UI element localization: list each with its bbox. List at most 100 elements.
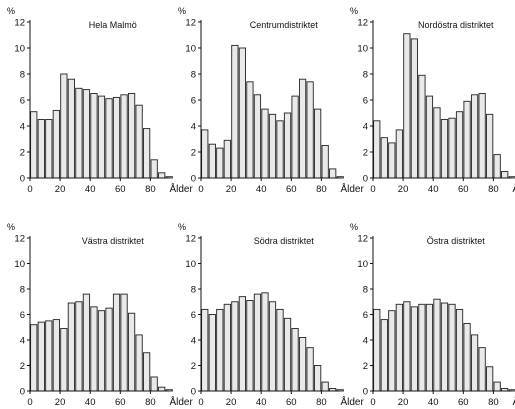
x-tick-label: 0: [370, 184, 375, 195]
y-tick-label: 8: [363, 70, 368, 81]
bar: [143, 128, 151, 179]
bar: [127, 312, 136, 392]
y-tick-label: 4: [363, 122, 368, 133]
x-tick-label: 20: [226, 397, 237, 408]
bar: [321, 145, 329, 179]
bar: [165, 176, 173, 179]
x-tick-label: 0: [198, 184, 203, 195]
x-tick-label: 40: [85, 397, 96, 408]
bar: [82, 293, 91, 392]
bar: [410, 38, 419, 179]
bar: [440, 119, 449, 179]
y-tick-label: 0: [20, 387, 25, 398]
bar: [238, 47, 246, 179]
x-tick-label: 20: [398, 184, 409, 195]
bar: [37, 119, 45, 179]
bar: [60, 73, 68, 179]
x-tick-label: 60: [115, 184, 126, 195]
bar: [143, 352, 151, 392]
x-tick-label: 80: [488, 397, 499, 408]
bar: [223, 139, 231, 179]
bar: [283, 317, 292, 392]
panel-title: Nordöstra distriktet: [418, 20, 494, 30]
x-axis-label: Ålder: [169, 182, 193, 195]
y-tick-label: 4: [363, 336, 368, 347]
y-tick-label: 6: [363, 96, 368, 107]
x-tick-label: 80: [316, 184, 327, 195]
y-tick-label: 2: [191, 148, 196, 159]
y-tick-label: 10: [185, 259, 196, 270]
y-tick-label: 4: [191, 336, 196, 347]
bar: [30, 111, 38, 179]
bar: [208, 314, 216, 392]
bar: [253, 94, 262, 179]
bar: [135, 334, 143, 392]
bar: [470, 94, 479, 179]
bar: [306, 347, 314, 392]
bar: [448, 117, 456, 179]
y-axis-unit: %: [350, 6, 358, 16]
x-tick-label: 0: [27, 184, 32, 195]
bar: [433, 298, 441, 392]
bar: [165, 389, 173, 392]
panel-5: 0 2 4 6 8 10 12 0 20 40 60 80% Ålder Södra distriktet: [178, 222, 364, 408]
bar: [418, 303, 426, 392]
y-tick-label: 2: [363, 361, 368, 372]
x-tick-label: 0: [27, 397, 32, 408]
x-tick-label: 40: [256, 184, 267, 195]
x-tick-label: 60: [286, 397, 297, 408]
bar: [60, 328, 68, 392]
bar: [268, 301, 277, 392]
bar: [403, 33, 411, 179]
y-tick-label: 0: [191, 387, 196, 398]
bar: [478, 347, 486, 392]
panel-title: Västra distriktet: [82, 236, 145, 246]
bar: [463, 100, 471, 179]
y-tick-label: 6: [191, 96, 196, 107]
y-tick-label: 2: [20, 148, 25, 159]
bar: [246, 300, 254, 392]
y-axis-unit: %: [7, 222, 15, 232]
bar: [380, 137, 388, 179]
x-axis-label: Ålder: [169, 395, 193, 408]
bar: [448, 303, 456, 392]
bar: [455, 111, 464, 179]
bar: [440, 302, 449, 392]
panel-title: Södra distriktet: [254, 236, 315, 246]
y-axis-unit: %: [7, 6, 15, 16]
y-tick-label: 12: [185, 234, 196, 245]
y-tick-label: 10: [357, 259, 368, 270]
bar: [433, 107, 441, 179]
x-tick-label: 20: [226, 184, 237, 195]
bar: [90, 93, 98, 179]
bar: [231, 301, 239, 392]
bar: [112, 293, 121, 392]
bar: [314, 108, 322, 179]
bar: [291, 328, 299, 392]
x-tick-label: 20: [55, 184, 66, 195]
x-tick-label: 20: [398, 397, 409, 408]
x-axis-label: Ålder: [340, 395, 364, 408]
y-tick-label: 6: [20, 96, 25, 107]
y-tick-label: 4: [20, 336, 25, 347]
bar: [246, 81, 254, 179]
bar: [321, 381, 329, 392]
y-tick-label: 0: [363, 174, 368, 185]
y-tick-label: 8: [20, 70, 25, 81]
x-tick-label: 80: [316, 397, 327, 408]
x-tick-label: 80: [145, 184, 156, 195]
bar: [478, 93, 486, 179]
bar: [373, 120, 381, 179]
bar: [470, 334, 479, 392]
bar: [501, 171, 509, 179]
bar: [395, 303, 403, 392]
bar: [261, 292, 269, 392]
bar: [45, 119, 53, 179]
bar: [486, 366, 494, 392]
y-tick-label: 6: [191, 310, 196, 321]
x-tick-label: 40: [428, 184, 439, 195]
bar: [120, 94, 128, 179]
x-tick-label: 80: [488, 184, 499, 195]
